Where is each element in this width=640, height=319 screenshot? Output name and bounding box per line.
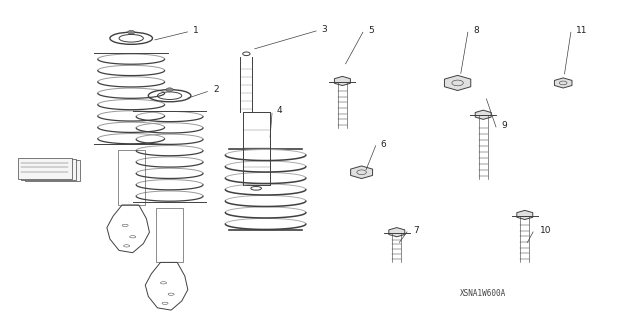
Polygon shape	[554, 78, 572, 88]
Text: 2: 2	[213, 85, 219, 94]
Text: 4: 4	[276, 106, 282, 115]
Ellipse shape	[166, 88, 173, 92]
Ellipse shape	[127, 30, 135, 34]
Text: 11: 11	[576, 26, 588, 35]
Text: 9: 9	[501, 121, 507, 130]
Text: 1: 1	[193, 26, 199, 35]
Polygon shape	[26, 160, 80, 181]
Polygon shape	[22, 159, 76, 180]
Text: 3: 3	[321, 25, 327, 34]
Text: 8: 8	[474, 26, 479, 35]
Text: 5: 5	[368, 26, 374, 35]
Polygon shape	[389, 227, 404, 237]
Polygon shape	[517, 210, 532, 219]
Text: 7: 7	[413, 226, 419, 235]
Text: 10: 10	[540, 226, 551, 235]
Polygon shape	[335, 76, 350, 85]
Text: XSNA1W600A: XSNA1W600A	[460, 289, 506, 298]
Polygon shape	[444, 75, 471, 91]
Polygon shape	[476, 110, 491, 119]
Polygon shape	[351, 166, 372, 179]
Text: 6: 6	[381, 140, 387, 149]
Polygon shape	[18, 158, 72, 179]
